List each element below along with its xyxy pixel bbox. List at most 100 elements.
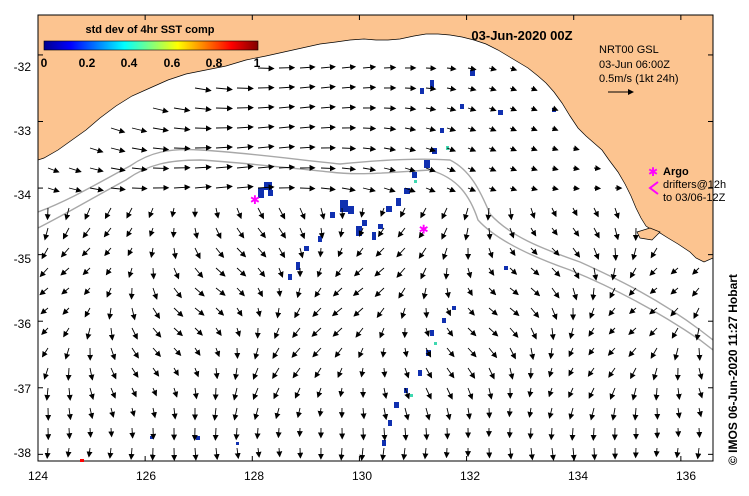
current-arrow — [488, 126, 497, 132]
current-arrow — [84, 307, 91, 318]
current-arrow — [486, 227, 493, 241]
current-arrow — [380, 347, 387, 358]
current-arrow — [551, 287, 560, 299]
current-arrow — [170, 227, 177, 238]
current-arrow — [382, 407, 389, 421]
current-arrow — [398, 287, 406, 299]
current-arrow — [425, 105, 437, 112]
current-arrow — [152, 347, 161, 357]
current-arrow — [530, 125, 538, 132]
current-arrow — [64, 207, 71, 221]
current-arrow — [236, 207, 243, 220]
current-arrow — [488, 327, 499, 337]
current-arrow — [529, 207, 536, 219]
axis-ticks — [37, 15, 713, 461]
current-arrow — [82, 267, 91, 276]
current-arrow — [548, 427, 555, 441]
bathymetry-contours — [38, 148, 713, 351]
current-arrow — [610, 267, 617, 281]
current-arrow — [299, 124, 316, 131]
current-arrow — [356, 247, 364, 257]
current-arrow — [63, 327, 70, 338]
current-arrow — [89, 167, 104, 173]
current-arrow — [212, 407, 219, 421]
current-arrow — [88, 387, 95, 400]
current-arrow — [527, 387, 534, 398]
current-arrow — [131, 146, 148, 153]
current-arrow — [608, 307, 616, 317]
current-arrow — [257, 247, 267, 258]
current-arrow — [89, 147, 104, 154]
map-frame — [37, 14, 714, 462]
current-arrow — [232, 387, 239, 401]
current-arrow — [568, 407, 575, 420]
current-arrow — [572, 247, 581, 258]
current-arrow — [194, 307, 205, 316]
current-arrow — [173, 184, 191, 191]
current-arrow — [374, 267, 385, 277]
current-arrow — [129, 427, 136, 439]
current-arrow — [292, 367, 301, 379]
current-arrow — [234, 347, 241, 359]
current-arrow — [509, 145, 518, 152]
current-arrow — [212, 427, 219, 441]
current-arrow — [507, 207, 514, 221]
current-arrow — [467, 387, 474, 400]
current-arrow — [152, 165, 170, 172]
current-arrow — [589, 307, 595, 319]
island — [636, 227, 661, 241]
current-arrow — [467, 347, 477, 358]
current-arrow — [446, 166, 456, 173]
current-arrow — [675, 387, 682, 400]
current-arrow — [593, 207, 599, 218]
current-arrow — [338, 447, 345, 461]
velocity-info: NRT00 GSL 03-Jun 06:00Z 0.5m/s (1kt 24h) — [599, 44, 678, 95]
current-arrow — [128, 447, 135, 460]
current-arrow — [86, 447, 93, 458]
current-arrow — [41, 327, 49, 336]
current-arrow — [423, 307, 430, 319]
current-arrow — [110, 166, 126, 173]
current-arrow — [39, 267, 49, 278]
current-arrow — [463, 207, 469, 221]
current-arrow — [467, 186, 477, 192]
current-arrow — [632, 407, 639, 421]
lat-label-34: -34 — [14, 188, 32, 202]
colorbar-tick-0-2: 0.2 — [79, 56, 96, 70]
current-arrow — [551, 247, 560, 256]
current-arrow — [104, 247, 112, 257]
current-arrow — [551, 125, 559, 132]
argo-legend: ✱ Argo drifters@12h to 03/06-12Z — [648, 165, 726, 204]
current-arrow — [214, 207, 220, 219]
current-arrow — [105, 267, 112, 276]
current-arrow — [358, 347, 364, 359]
current-arrow — [236, 307, 243, 317]
current-arrow — [446, 186, 456, 193]
current-arrow — [568, 347, 575, 358]
current-arrow — [488, 367, 495, 380]
current-arrow — [236, 247, 247, 258]
current-arrow — [422, 447, 429, 460]
current-arrow — [441, 227, 448, 240]
current-arrow — [173, 347, 182, 357]
current-arrow — [509, 165, 518, 172]
current-arrow — [151, 407, 157, 419]
current-arrow — [257, 104, 275, 111]
current-arrow — [215, 183, 233, 190]
current-arrow — [442, 247, 448, 261]
current-arrow — [588, 327, 595, 337]
current-arrow — [85, 327, 92, 340]
current-arrow — [628, 347, 637, 357]
current-arrow — [509, 267, 518, 275]
current-arrow — [362, 186, 376, 193]
current-arrow — [530, 307, 540, 318]
current-arrow — [353, 267, 364, 277]
current-arrow — [236, 227, 245, 239]
current-arrow — [400, 307, 407, 319]
current-arrow — [509, 185, 518, 192]
current-arrow — [64, 347, 71, 360]
current-arrow — [236, 267, 247, 277]
current-arrow — [530, 105, 538, 112]
current-arrow — [274, 407, 281, 420]
current-arrow — [551, 185, 559, 192]
